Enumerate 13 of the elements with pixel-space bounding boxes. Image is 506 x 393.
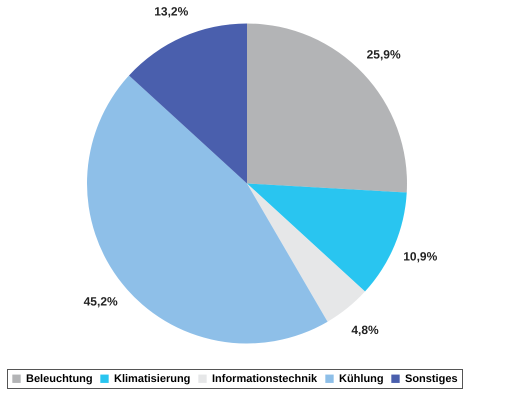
data-label: 25,9% (366, 47, 401, 62)
data-label: 10,9% (403, 250, 438, 264)
pie-slice (247, 184, 365, 322)
data-label: 4,8% (351, 322, 380, 337)
data-label: 13,2% (154, 4, 189, 18)
legend-label: Kühlung (339, 372, 384, 385)
data-label: 45,2% (84, 294, 118, 309)
pie-slice (129, 24, 247, 184)
legend-label: Beleuchtung (26, 372, 93, 385)
legend-label: Klimatisierung (114, 372, 190, 385)
legend-label: Informationstechnik (212, 372, 318, 385)
legend-label: Sonstiges (405, 372, 458, 385)
pie-slice (247, 24, 407, 193)
